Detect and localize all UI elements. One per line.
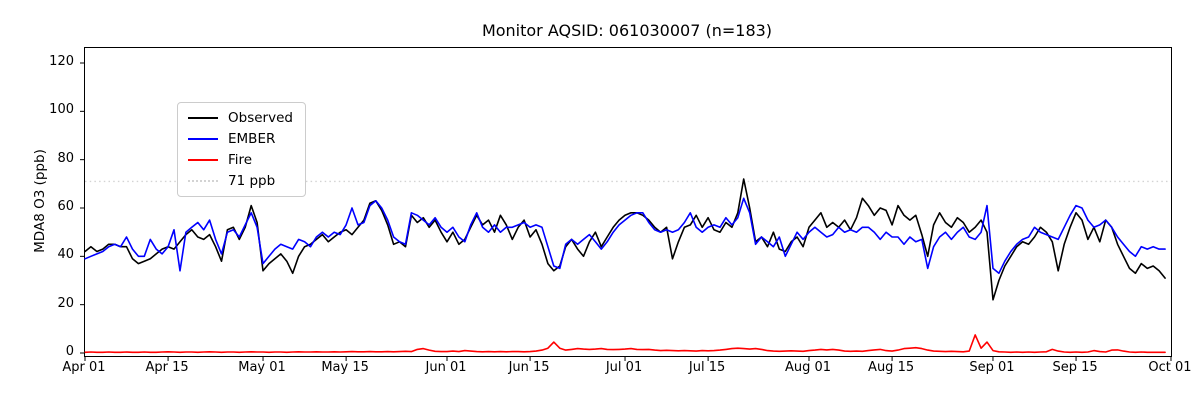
legend-entry-threshold: 71 ppb: [188, 173, 293, 189]
y-tick-label: 100: [49, 102, 74, 118]
fire-line-sample: [188, 159, 218, 161]
x-tick-label: Apr 01: [62, 360, 106, 375]
x-tick-label: Aug 15: [868, 360, 915, 375]
x-tick-label: Oct 01: [1148, 360, 1192, 375]
series-line-ember: [84, 197, 1166, 275]
x-tick-label: Apr 15: [145, 360, 189, 375]
legend-label-observed: Observed: [228, 110, 293, 126]
y-tick-label: 80: [57, 150, 74, 166]
y-tick-label: 60: [57, 199, 74, 214]
observed-line-sample: [188, 117, 218, 119]
legend-label-threshold: 71 ppb: [228, 173, 276, 189]
legend-box: Observed EMBER Fire 71 ppb: [177, 102, 306, 197]
series-line-observed: [84, 178, 1166, 301]
y-tick-label: 40: [57, 247, 74, 263]
legend-label-ember: EMBER: [228, 131, 276, 147]
x-tick-label: Jun 01: [425, 360, 467, 375]
legend-label-fire: Fire: [228, 152, 253, 168]
legend-entry-fire: Fire: [188, 152, 293, 168]
x-tick-label: Sep 15: [1052, 360, 1098, 375]
chart-title: Monitor AQSID: 061030007 (n=183): [481, 21, 773, 40]
ember-line-sample: [188, 138, 218, 140]
x-tick-label: Jul 15: [688, 360, 726, 375]
x-tick-label: May 01: [238, 360, 286, 375]
chart-canvas: [80, 62, 1172, 361]
x-tick-label: Jun 15: [508, 360, 550, 375]
y-tick-label: 0: [65, 344, 74, 359]
legend-entry-ember: EMBER: [188, 131, 293, 147]
x-tick-label: Jul 01: [605, 360, 643, 375]
plot-area: Observed EMBER Fire 71 ppb: [80, 47, 1172, 361]
threshold-line-sample: [188, 180, 218, 182]
series-line-fire: [84, 334, 1166, 354]
y-tick-label: 120: [49, 54, 74, 69]
x-tick-label: Sep 01: [969, 360, 1015, 375]
y-tick-label: 20: [57, 295, 74, 311]
legend-entry-observed: Observed: [188, 110, 293, 126]
x-tick-label: Aug 01: [784, 360, 832, 375]
x-tick-label: May 15: [321, 360, 369, 375]
